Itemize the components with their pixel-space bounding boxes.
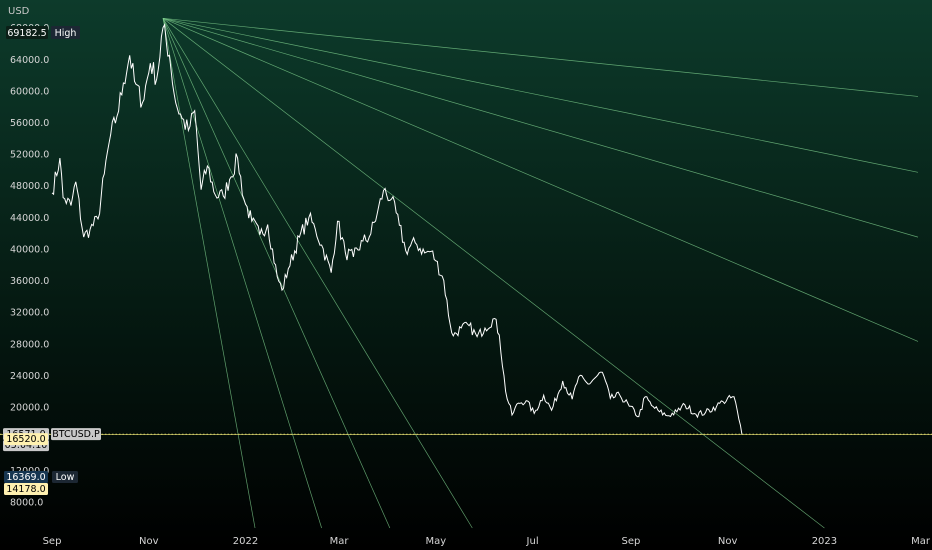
low-value-label-text: 16369.0 [6, 472, 45, 483]
price-tick-label: 60000.0 [10, 86, 49, 97]
fan-ray-4 [162, 17, 919, 342]
level-label-1: 16520.0 [4, 433, 48, 446]
fan-ray-2 [162, 17, 919, 173]
low-tag: Low [52, 471, 78, 483]
time-axis[interactable]: Sep Nov 2022 Mar May Jul Sep Nov 2023 Mar [43, 536, 931, 547]
price-tick-label: 32000.0 [10, 308, 49, 319]
time-tick-label: May [425, 536, 446, 547]
time-tick-label: Sep [621, 536, 640, 547]
symbol-tag-text: BTCUSD.P [52, 429, 100, 440]
time-tick-label: Sep [43, 536, 62, 547]
price-tick-label: 8000.0 [10, 497, 43, 508]
price-tick-label: 28000.0 [10, 339, 49, 350]
time-tick-label: Mar [911, 536, 931, 547]
symbol-tag: BTCUSD.P [51, 428, 101, 441]
fan-ray-5 [162, 18, 825, 529]
fan-ray-1 [162, 17, 919, 97]
price-tick-label: 40000.0 [10, 244, 49, 255]
price-tick-label: 52000.0 [10, 150, 49, 161]
price-tick-label: 36000.0 [10, 276, 49, 287]
fan-ray-6 [162, 18, 473, 529]
level-label-2: 14178.0 [4, 483, 48, 495]
low-value-label: 16369.0 [4, 471, 48, 483]
time-tick-label: Jul [526, 536, 539, 547]
time-tick-label: Nov [139, 536, 159, 547]
currency-label: USD [8, 6, 30, 17]
fan-ray-3 [162, 17, 919, 238]
time-tick-label: 2022 [233, 536, 258, 547]
countdown-label-text: 05:04:10 [5, 440, 48, 451]
price-tick-label: 44000.0 [10, 213, 49, 224]
time-tick-label: Nov [718, 536, 738, 547]
price-tick-label: 48000.0 [10, 181, 49, 192]
fan-rays [162, 17, 919, 529]
high-value-label: 69182.5 [6, 26, 48, 39]
price-tick-label: 56000.0 [10, 118, 49, 129]
level-label-2-text: 14178.0 [6, 484, 45, 495]
price-tick-label: 20000.0 [10, 403, 49, 414]
price-markers: 69182.5High16571.0BTCUSD.P05:04:1016520.… [3, 26, 101, 495]
high-tag: High [51, 26, 80, 39]
time-tick-label: 2023 [812, 536, 837, 547]
price-tick-label: 24000.0 [10, 371, 49, 382]
fan-ray-9 [162, 18, 256, 529]
time-tick-label: Mar [330, 536, 350, 547]
high-value-label-text: 69182.5 [7, 28, 46, 39]
price-tick-label: 64000.0 [10, 55, 49, 66]
fan-ray-8 [162, 18, 322, 529]
level-label-1-text: 16520.0 [6, 434, 45, 445]
high-tag-text: High [55, 28, 77, 39]
low-tag-text: Low [56, 472, 75, 483]
price-series-line [51, 23, 743, 435]
